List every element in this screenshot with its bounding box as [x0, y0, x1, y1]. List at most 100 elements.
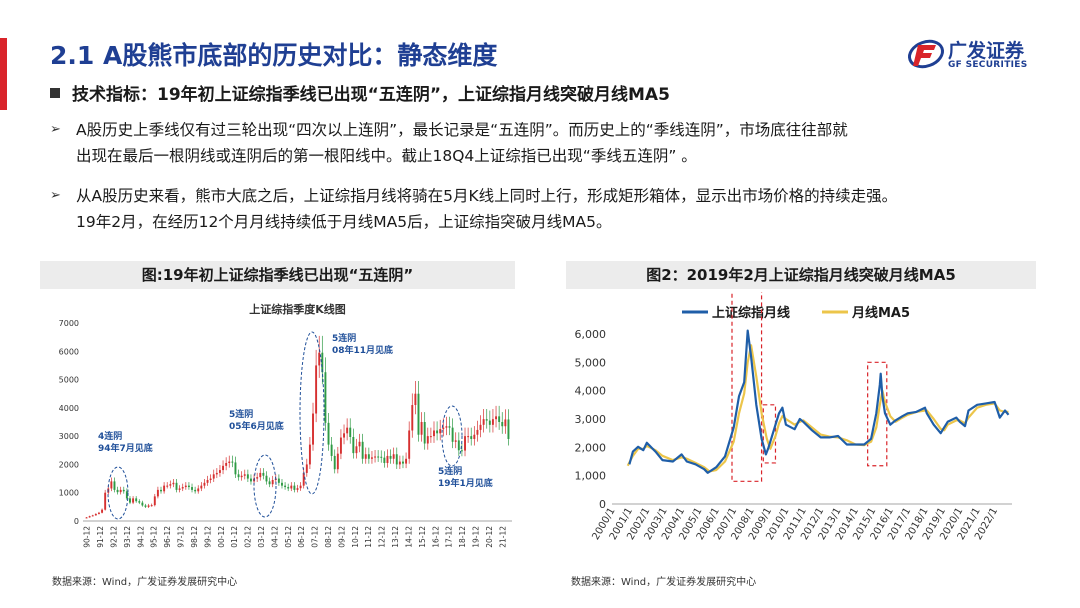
- candle-body: [243, 474, 246, 476]
- candle-body: [501, 422, 504, 427]
- legend-label-ma5: 月线MA5: [851, 305, 910, 321]
- annotation-ellipse: [253, 454, 277, 518]
- y-tick-label: 4,000: [575, 385, 607, 398]
- candle-body: [439, 429, 442, 434]
- x-tick-label: 11-12: [364, 526, 373, 548]
- candle-body: [191, 487, 193, 490]
- candle-body: [88, 516, 91, 518]
- candle-body: [318, 352, 321, 366]
- bullet-1: ➢ A股历史上季线仅有过三轮出现“四次以上连阴”，最长记录是“五连阴”。而历史上…: [50, 117, 1050, 169]
- candle-body: [231, 461, 234, 463]
- candle-body: [504, 419, 507, 427]
- bullet-2-line1: 从A股历史来看，熊市大底之后，上证综指月线将骑在5月K线上同时上行，形成矩形箱体…: [76, 187, 898, 205]
- y-tick-label: 4000: [59, 404, 79, 413]
- legend-label-line: 上证综指月线: [712, 305, 790, 321]
- x-tick-label: 13-12: [391, 526, 400, 548]
- candle-body: [91, 515, 94, 517]
- y-tick-label: 5000: [59, 376, 79, 385]
- candle-body: [442, 427, 445, 430]
- candle-body: [470, 436, 473, 439]
- y-tick-label: 6,000: [575, 328, 607, 341]
- candle-body: [451, 427, 454, 442]
- arrow-bullet-icon: ➢: [50, 188, 61, 203]
- candle-body: [467, 436, 470, 438]
- candle-body: [380, 456, 383, 458]
- figure-left-source: 数据来源：Wind，广发证券发展研究中心: [52, 577, 238, 588]
- figure-right-source: 数据来源：Wind，广发证券发展研究中心: [571, 577, 757, 588]
- annotation-label: 5连阴: [438, 465, 462, 477]
- candle-body: [383, 457, 386, 464]
- bullet-2: ➢ 从A股历史来看，熊市大底之后，上证综指月线将骑在5月K线上同时上行，形成矩形…: [50, 183, 1050, 235]
- candle-body: [160, 489, 162, 492]
- x-tick-label: 04-12: [270, 526, 279, 548]
- candle-body: [222, 465, 225, 471]
- candle-body: [488, 420, 491, 425]
- y-tick-label: 1000: [59, 489, 79, 498]
- candle-body: [448, 426, 451, 428]
- y-tick-label: 5,000: [575, 356, 607, 369]
- candle-body: [156, 489, 159, 497]
- candle-body: [144, 505, 147, 507]
- x-tick-label: 18-12: [458, 526, 467, 548]
- candle-body: [491, 419, 494, 425]
- candle-body: [482, 419, 485, 425]
- candle-body: [305, 464, 308, 473]
- candle-body: [101, 509, 104, 513]
- candle-body: [429, 436, 432, 438]
- candle-body: [234, 462, 237, 475]
- candle-body: [485, 419, 488, 421]
- x-tick-label: 90-12: [83, 526, 92, 548]
- x-tick-label: 09-12: [337, 526, 346, 548]
- candle-body: [330, 444, 333, 456]
- x-tick-label: 19-12: [471, 526, 480, 548]
- series-monthly-index: [628, 329, 1010, 474]
- candle-body: [187, 485, 190, 488]
- candle-body: [414, 393, 417, 406]
- x-tick-label: 14-12: [404, 526, 413, 548]
- chart-title: 上证综指季度K线图: [249, 302, 346, 316]
- candle-body: [389, 455, 392, 459]
- line-chart: 上证综指月线 月线MA5 0 1,000 2,000 3,000 4,000 5,000 6,0…: [575, 292, 1012, 542]
- candle-body: [166, 485, 169, 487]
- candle-body: [240, 475, 243, 478]
- candle-body: [262, 472, 265, 476]
- candle-body: [445, 426, 448, 428]
- candle-body: [290, 485, 293, 489]
- y-tick-label: 3000: [59, 432, 79, 441]
- red-accent-tab: [0, 38, 7, 110]
- y-tick-label: 2,000: [575, 441, 607, 454]
- annotation-text: 08年11月见底: [332, 344, 393, 356]
- x-tick-label: 17-12: [445, 526, 454, 548]
- candle-body: [228, 461, 231, 464]
- candle-body: [97, 512, 100, 514]
- candle-body: [333, 455, 336, 470]
- candle-body: [296, 488, 299, 490]
- x-tick-label: 97-12: [177, 526, 186, 548]
- candle-body: [169, 484, 172, 486]
- candle-body: [367, 454, 370, 459]
- section-heading: 技术指标：19年初上证综指季线已出现“五连阴”，上证综指月线突破月线MA5: [50, 80, 670, 105]
- candle-body: [225, 463, 228, 466]
- candle-body: [129, 498, 131, 503]
- section-heading-text: 技术指标：19年初上证综指季线已出现“五连阴”，上证综指月线突破月线MA5: [72, 85, 670, 105]
- candle-body: [206, 479, 209, 483]
- x-tick-label: 00-12: [217, 526, 226, 548]
- candle-body: [457, 440, 460, 451]
- candle-body: [153, 496, 156, 506]
- candle-body: [392, 454, 395, 459]
- candle-body: [200, 485, 203, 489]
- candle-body: [163, 485, 166, 492]
- candle-body: [122, 489, 125, 492]
- candle-body: [370, 457, 373, 459]
- candle-body: [498, 416, 501, 422]
- candle-body: [181, 487, 184, 489]
- candle-body: [454, 440, 457, 442]
- y-tick-label: 2000: [59, 460, 79, 469]
- candle-body: [460, 450, 463, 452]
- candle-body: [215, 472, 218, 475]
- y-tick-label: 7000: [59, 319, 79, 328]
- candle-body: [495, 416, 498, 420]
- candle-body: [218, 470, 221, 473]
- logo-en-text: GF SECURITIES: [948, 60, 1028, 70]
- candle-body: [277, 478, 280, 483]
